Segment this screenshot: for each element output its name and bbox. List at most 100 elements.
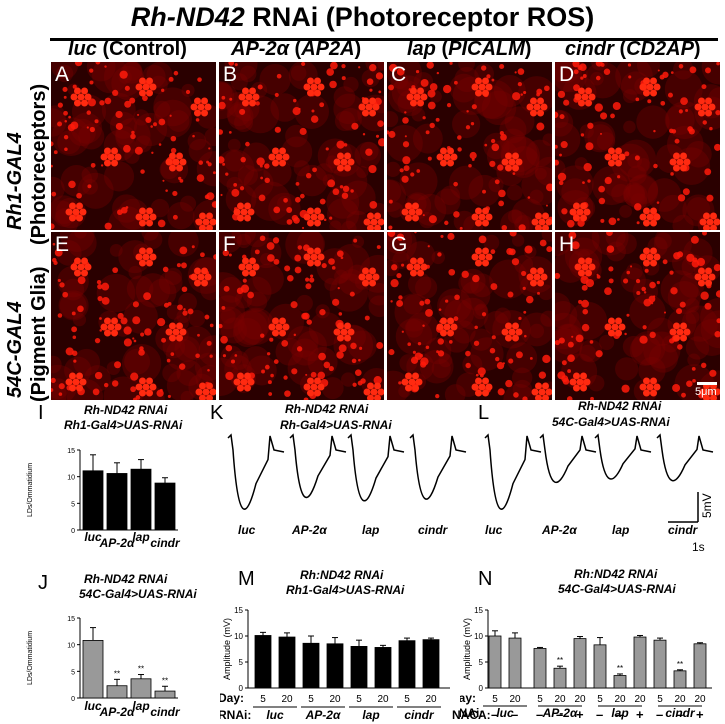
rnai-row-label: RNAi:: [220, 708, 251, 722]
trace-label: lap: [612, 523, 629, 537]
trace-label: AP-2α: [541, 523, 577, 537]
scale-time: 1s: [692, 540, 705, 554]
y-tick-label: 5: [479, 658, 484, 667]
bar: [302, 642, 320, 689]
panel-K-title2: Rh-Gal4>UAS-RNAi: [280, 418, 392, 432]
day-label: 20: [694, 694, 706, 705]
erg-trace: [409, 433, 467, 500]
panel-label-B: B: [223, 63, 238, 86]
panel-label-F: F: [223, 233, 236, 256]
column-header-luc: luc (Control): [68, 38, 187, 60]
significance-label: **: [138, 665, 144, 674]
bar: [326, 643, 344, 689]
bar: [533, 648, 547, 689]
panel-label-J: J: [38, 572, 48, 594]
bar: [130, 468, 152, 531]
bar: [613, 675, 627, 689]
category-label: AP-2α: [99, 536, 135, 550]
day-label: 20: [574, 694, 586, 705]
panel-I-title1: Rh-ND42 RNAi: [84, 403, 168, 417]
figure-title: Rh-ND42 RNAi (Photoreceptor ROS): [130, 2, 595, 32]
bar: [633, 636, 647, 689]
day-label: 20: [329, 694, 341, 705]
bar: [154, 690, 176, 699]
erg-trace: [289, 433, 347, 499]
panel-label-G: G: [391, 233, 408, 256]
bar: [693, 643, 707, 689]
y-tick-label: 0: [71, 528, 75, 535]
scale-bar: [697, 382, 717, 385]
group-label: AP-2α: [305, 708, 341, 722]
naca-value: –: [511, 707, 519, 722]
y-axis-label: Amplitude (mV): [222, 618, 232, 680]
trace-label: luc: [238, 523, 256, 537]
y-tick-label: 10: [67, 643, 75, 650]
naca-value: +: [636, 707, 644, 722]
naca-value: –: [656, 707, 664, 722]
category-label: luc: [84, 530, 102, 544]
day-label: 20: [634, 694, 646, 705]
day-label: 20: [281, 694, 293, 705]
scale-voltage: 5mV: [700, 493, 714, 518]
significance-label: **: [114, 669, 120, 678]
y-tick-label: 15: [474, 606, 483, 615]
trace-label: cindr: [418, 523, 449, 537]
bar: [488, 635, 502, 689]
panel-label-M: M: [238, 568, 255, 590]
bar: [593, 644, 607, 689]
y-tick-label: 15: [67, 616, 75, 623]
bar: [374, 647, 392, 689]
category-label: cindr: [150, 705, 181, 719]
panel-label-I: I: [38, 402, 44, 424]
y-axis-label: LDs/Ommatidium: [27, 631, 34, 685]
bar: [254, 635, 272, 689]
micrograph-panel-A: A: [51, 62, 216, 230]
erg-trace: [227, 433, 285, 510]
row-header-rh1: Rh1-GAL4: [4, 132, 26, 230]
day-row-label: Day:: [460, 691, 476, 705]
day-label: 20: [509, 694, 521, 705]
y-tick-label: 10: [234, 632, 243, 641]
bar: [106, 685, 128, 699]
y-tick-label: 0: [71, 696, 75, 703]
significance-label: **: [677, 660, 683, 669]
micrograph-panel-E: E: [51, 232, 216, 400]
micrograph-panel-G: G: [387, 232, 552, 400]
group-label: luc: [266, 708, 284, 722]
group-label: lap: [362, 708, 379, 722]
column-header-lap: lap (PICALM): [407, 38, 532, 60]
bar: [154, 482, 176, 531]
micrograph-panel-B: B: [219, 62, 384, 230]
day-label: 5: [260, 694, 266, 705]
panel-I-title2: Rh1-Gal4>UAS-RNAi: [64, 418, 183, 432]
panel-label-N: N: [478, 568, 493, 590]
y-tick-label: 10: [67, 475, 75, 482]
erg-trace: [656, 433, 714, 482]
bar: [553, 667, 567, 689]
trace-label: AP-2α: [291, 523, 327, 537]
erg-trace: [539, 433, 597, 484]
significance-label: **: [557, 656, 563, 665]
title-rule: [50, 38, 718, 41]
naca-value: –: [596, 707, 604, 722]
trace-label: lap: [362, 523, 379, 537]
micrograph-panel-D: D: [555, 62, 720, 230]
naca-row-label: NACA:: [452, 708, 491, 722]
group-label: AP-2α: [542, 706, 578, 720]
day-label: 5: [308, 694, 314, 705]
y-axis-label: Amplitude (mV): [462, 618, 472, 680]
y-tick-label: 0: [239, 684, 244, 693]
category-label: cindr: [150, 536, 181, 550]
y-tick-label: 5: [71, 501, 75, 508]
panel-M-title1: Rh:ND42 RNAi: [300, 568, 384, 582]
panel-label-H: H: [559, 233, 575, 256]
bar: [673, 670, 687, 689]
day-label: 5: [657, 694, 663, 705]
panel-label-C: C: [391, 63, 407, 86]
trace-label: cindr: [668, 523, 699, 537]
bar: [508, 637, 522, 689]
